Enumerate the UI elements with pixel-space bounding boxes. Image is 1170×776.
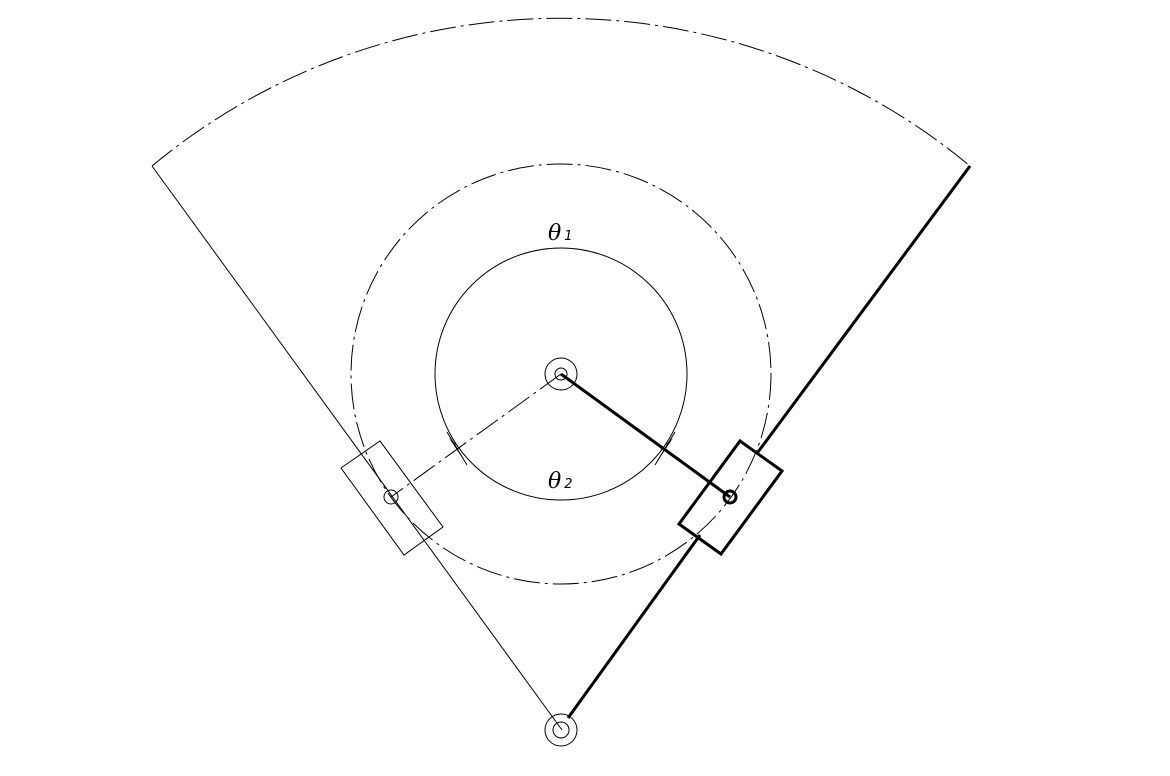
slider-pin-right	[722, 489, 738, 505]
theta1-symbol: θ	[548, 221, 561, 246]
center-pivot-inner	[554, 367, 568, 381]
theta1-subscript: 1	[564, 229, 572, 244]
theta2-subscript: 2	[564, 477, 572, 492]
sector-right-edge-upper	[756, 165, 972, 453]
slider-block-left	[340, 440, 444, 556]
outer-sector-arc	[151, 17, 971, 167]
theta2-symbol: θ	[548, 469, 561, 494]
crank-arm-right	[560, 372, 731, 499]
slider-block-right	[676, 438, 785, 557]
theta2-arrow-left-tick	[446, 431, 468, 466]
bottom-pivot-outer	[544, 713, 578, 747]
sector-right-edge-lower	[566, 534, 702, 719]
center-pivot-outer	[544, 357, 578, 391]
slider-pin-left	[383, 489, 399, 505]
theta2-arrow-right-tick	[654, 431, 676, 466]
crank-arm-left	[390, 373, 562, 498]
bottom-pivot-inner	[552, 721, 570, 739]
inner-angle-circle	[434, 247, 688, 501]
outer-path-circle	[350, 163, 772, 585]
sector-left-edge	[151, 165, 563, 731]
